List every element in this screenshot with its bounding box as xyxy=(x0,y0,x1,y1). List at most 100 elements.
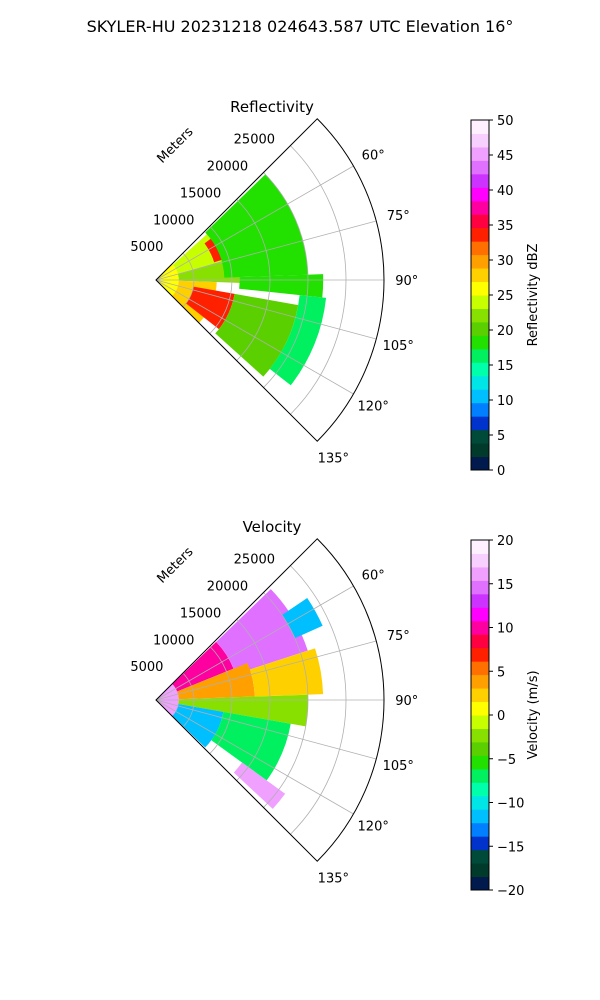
azimuth-tick-label-4: 105° xyxy=(383,759,414,774)
azimuth-tick-label-3: 90° xyxy=(395,694,418,709)
azimuth-tick-label-2: 75° xyxy=(387,209,410,224)
chart-panel-2: Velocity 5000 10000 15000 20000 25000 Meters 60… xyxy=(130,518,541,899)
data-sector-9 xyxy=(233,762,286,809)
range-tick-label-3: 15000 xyxy=(180,606,221,621)
colorbar-tick-label-4: −5 xyxy=(497,753,516,768)
azimuth-tick-label-2: 75° xyxy=(387,629,410,644)
range-tick-label-1: 5000 xyxy=(130,660,163,675)
range-tick-label-5: 25000 xyxy=(234,133,275,148)
range-tick-label-4: 20000 xyxy=(207,580,248,595)
range-tick-label-4: 20000 xyxy=(207,160,248,175)
colorbar-swatch-5 xyxy=(471,402,489,417)
colorbar: −20 −15 −10 −5 0 5 10 15 20 Velocity (m/s) xyxy=(470,534,541,899)
range-tick-label-5: 25000 xyxy=(234,553,275,568)
colorbar-tick-label-3: 10 xyxy=(497,394,514,409)
colorbar-swatch-13 xyxy=(471,715,489,729)
colorbar-swatch-2 xyxy=(471,443,489,458)
colorbar-tick-label-2: −15 xyxy=(497,840,524,855)
azimuth-tick-label-1: 60° xyxy=(362,569,385,584)
colorbar-swatch-21 xyxy=(471,607,489,622)
colorbar-swatch-6 xyxy=(471,389,489,404)
colorbar-tick-label-11: 50 xyxy=(497,114,514,129)
colorbar-swatch-25 xyxy=(471,133,489,148)
colorbar-tick-label-1: 0 xyxy=(497,464,505,479)
colorbar-tick-label-3: −10 xyxy=(497,797,524,812)
polar-frame xyxy=(155,538,385,862)
colorbar-swatch-6 xyxy=(471,809,489,824)
colorbar-swatch-15 xyxy=(471,268,489,283)
colorbar-label: Velocity (m/s) xyxy=(526,670,541,759)
colorbar-swatch-23 xyxy=(471,160,489,175)
colorbar-swatch-15 xyxy=(471,688,489,703)
azimuth-grid-line-5 xyxy=(155,699,354,815)
colorbar-swatch-3 xyxy=(471,849,489,864)
colorbar-swatch-16 xyxy=(471,254,489,269)
colorbar-swatch-9 xyxy=(471,768,489,783)
colorbar-swatch-19 xyxy=(471,634,489,649)
colorbar-swatch-26 xyxy=(471,120,489,134)
data-sector-3 xyxy=(216,589,308,675)
colorbar-tick-label-2: 5 xyxy=(497,429,505,444)
azimuth-grid-line-4 xyxy=(155,279,377,340)
colorbar-swatch-18 xyxy=(471,227,489,242)
data-sector-8 xyxy=(211,711,291,781)
colorbar-swatch-24 xyxy=(471,146,489,161)
colorbar-swatch-3 xyxy=(471,429,489,444)
colorbar-tick-label-7: 10 xyxy=(497,622,514,637)
colorbar-swatch-26 xyxy=(471,540,489,554)
colorbar-swatch-12 xyxy=(471,308,489,323)
colorbar-swatch-20 xyxy=(471,620,489,635)
colorbar-tick-label-5: 20 xyxy=(497,324,514,339)
colorbar-swatch-10 xyxy=(471,335,489,350)
range-tick-label-2: 10000 xyxy=(153,213,194,228)
colorbar-swatch-17 xyxy=(471,241,489,256)
colorbar-swatch-23 xyxy=(471,580,489,595)
chart-panel-1: Reflectivity 5000 10000 15000 20000 25000 Mete… xyxy=(130,98,541,479)
colorbar-tick-label-7: 30 xyxy=(497,254,514,269)
colorbar: 0 5 10 15 20 25 30 35 40 45 50 Reflectivity dBZ xyxy=(470,114,541,479)
range-tick-label-3: 15000 xyxy=(180,186,221,201)
colorbar-tick-label-9: 20 xyxy=(497,534,514,549)
range-axis-label: Meters xyxy=(155,124,197,166)
colorbar-swatch-19 xyxy=(471,214,489,229)
colorbar-swatch-11 xyxy=(471,741,489,756)
azimuth-grid-line-5 xyxy=(155,279,354,395)
colorbar-swatch-7 xyxy=(471,795,489,810)
colorbar-swatch-9 xyxy=(471,348,489,363)
colorbar-tick-label-4: 15 xyxy=(497,359,514,374)
azimuth-grid-line-1 xyxy=(155,585,354,701)
colorbar-tick-label-6: 5 xyxy=(497,665,505,680)
colorbar-tick-label-9: 40 xyxy=(497,184,514,199)
polar-frame xyxy=(155,118,385,442)
colorbar-swatch-13 xyxy=(471,295,489,309)
azimuth-tick-label-4: 105° xyxy=(383,339,414,354)
colorbar-swatch-2 xyxy=(471,863,489,878)
colorbar-tick-label-8: 35 xyxy=(497,219,514,234)
colorbar-swatch-22 xyxy=(471,173,489,188)
colorbar-swatch-25 xyxy=(471,553,489,568)
colorbar-swatch-12 xyxy=(471,728,489,743)
colorbar-swatch-1 xyxy=(471,876,489,891)
colorbar-label: Reflectivity dBZ xyxy=(526,244,541,347)
azimuth-grid-line-2 xyxy=(155,220,377,281)
colorbar-swatch-14 xyxy=(471,701,489,716)
chart-title: Reflectivity xyxy=(230,98,314,116)
range-axis-label: Meters xyxy=(155,544,197,586)
figure-title: SKYLER-HU 20231218 024643.587 UTC Elevat… xyxy=(87,17,514,36)
range-tick-label-2: 10000 xyxy=(153,633,194,648)
colorbar-swatch-5 xyxy=(471,822,489,837)
colorbar-swatch-16 xyxy=(471,674,489,689)
chart-title: Velocity xyxy=(243,518,302,536)
azimuth-tick-label-6: 135° xyxy=(318,451,349,466)
azimuth-grid-line-1 xyxy=(155,165,354,281)
colorbar-swatch-20 xyxy=(471,200,489,215)
colorbar-tick-label-8: 15 xyxy=(497,578,514,593)
colorbar-swatch-11 xyxy=(471,321,489,336)
colorbar-swatch-21 xyxy=(471,187,489,202)
colorbar-tick-label-1: −20 xyxy=(497,884,524,899)
azimuth-tick-label-1: 60° xyxy=(362,149,385,164)
azimuth-tick-label-5: 120° xyxy=(358,399,389,414)
colorbar-swatch-4 xyxy=(471,836,489,851)
azimuth-tick-label-3: 90° xyxy=(395,274,418,289)
